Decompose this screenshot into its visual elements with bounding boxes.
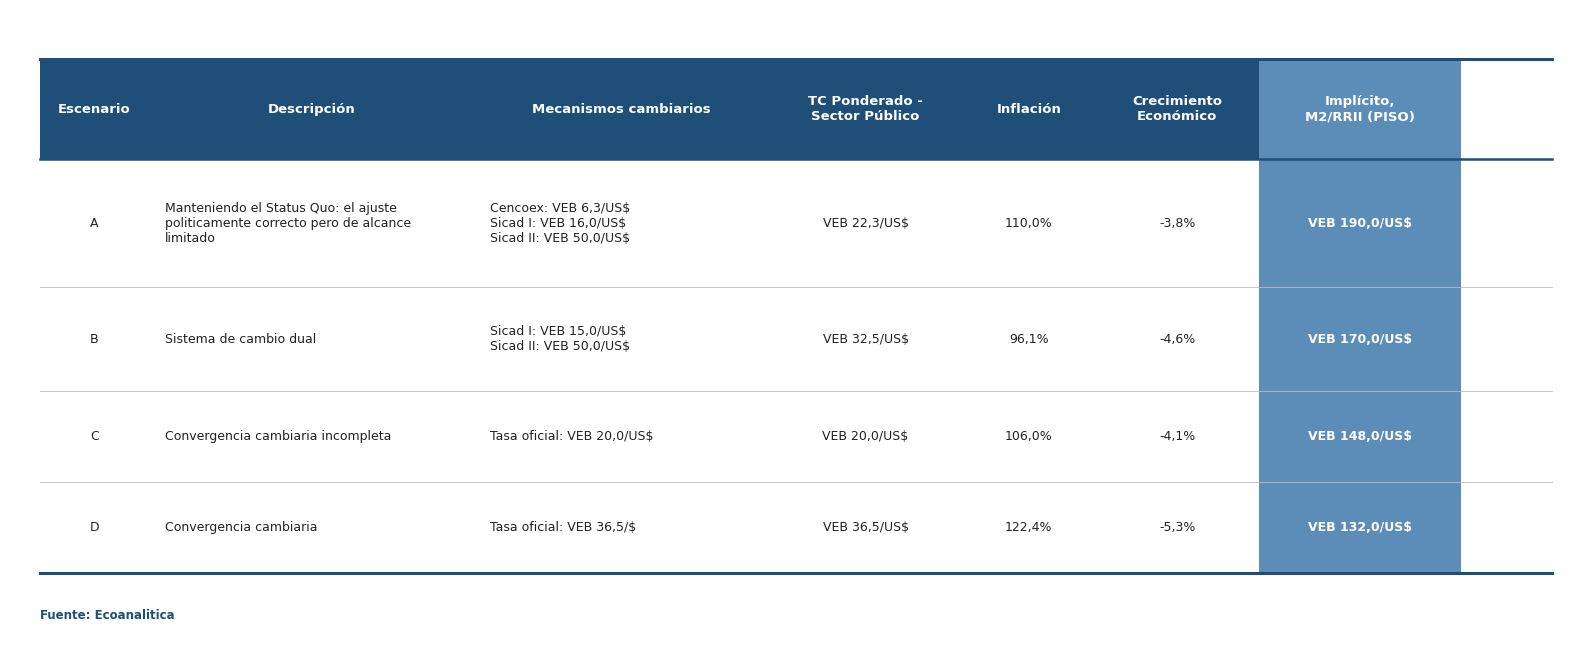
Text: Inflación: Inflación: [997, 103, 1062, 115]
Text: VEB 32,5/US$: VEB 32,5/US$: [823, 333, 909, 346]
FancyBboxPatch shape: [1095, 59, 1259, 159]
FancyBboxPatch shape: [1259, 159, 1461, 287]
Text: -4,1%: -4,1%: [1159, 430, 1196, 443]
Text: Fuente: Ecoanalitica: Fuente: Ecoanalitica: [40, 609, 175, 622]
Text: -5,3%: -5,3%: [1159, 521, 1196, 534]
Text: Implícito,
M2/RRII (PISO): Implícito, M2/RRII (PISO): [1305, 95, 1415, 123]
FancyBboxPatch shape: [962, 482, 1095, 573]
FancyBboxPatch shape: [148, 391, 474, 482]
FancyBboxPatch shape: [769, 391, 962, 482]
Text: Mecanismos cambiarios: Mecanismos cambiarios: [532, 103, 710, 115]
FancyBboxPatch shape: [769, 287, 962, 391]
FancyBboxPatch shape: [40, 287, 148, 391]
Text: 106,0%: 106,0%: [1005, 430, 1052, 443]
FancyBboxPatch shape: [148, 159, 474, 287]
Text: VEB 190,0/US$: VEB 190,0/US$: [1309, 217, 1412, 230]
Text: VEB 20,0/US$: VEB 20,0/US$: [823, 430, 909, 443]
FancyBboxPatch shape: [769, 159, 962, 287]
FancyBboxPatch shape: [474, 59, 769, 159]
Text: VEB 170,0/US$: VEB 170,0/US$: [1309, 333, 1412, 346]
FancyBboxPatch shape: [148, 287, 474, 391]
FancyBboxPatch shape: [1259, 391, 1461, 482]
FancyBboxPatch shape: [40, 391, 148, 482]
Text: Tasa oficial: VEB 36,5/$: Tasa oficial: VEB 36,5/$: [490, 521, 637, 534]
FancyBboxPatch shape: [1095, 482, 1259, 573]
FancyBboxPatch shape: [962, 391, 1095, 482]
FancyBboxPatch shape: [962, 159, 1095, 287]
FancyBboxPatch shape: [40, 159, 148, 287]
Text: VEB 36,5/US$: VEB 36,5/US$: [823, 521, 909, 534]
FancyBboxPatch shape: [962, 287, 1095, 391]
Text: 110,0%: 110,0%: [1005, 217, 1052, 230]
Text: B: B: [89, 333, 99, 346]
FancyBboxPatch shape: [1259, 287, 1461, 391]
FancyBboxPatch shape: [769, 482, 962, 573]
FancyBboxPatch shape: [1095, 287, 1259, 391]
Text: TC Ponderado -
Sector Público: TC Ponderado - Sector Público: [809, 95, 923, 123]
FancyBboxPatch shape: [148, 482, 474, 573]
Text: Convergencia cambiaria incompleta: Convergencia cambiaria incompleta: [164, 430, 392, 443]
Text: Descripción: Descripción: [267, 103, 355, 115]
FancyBboxPatch shape: [1095, 391, 1259, 482]
Text: Convergencia cambiaria: Convergencia cambiaria: [164, 521, 317, 534]
FancyBboxPatch shape: [474, 287, 769, 391]
Text: D: D: [89, 521, 99, 534]
Text: Sicad I: VEB 15,0/US$
Sicad II: VEB 50,0/US$: Sicad I: VEB 15,0/US$ Sicad II: VEB 50,0…: [490, 326, 630, 353]
Text: Escenario: Escenario: [57, 103, 131, 115]
FancyBboxPatch shape: [40, 482, 148, 573]
Text: -4,6%: -4,6%: [1159, 333, 1196, 346]
FancyBboxPatch shape: [1095, 159, 1259, 287]
FancyBboxPatch shape: [474, 482, 769, 573]
Text: A: A: [91, 217, 99, 230]
FancyBboxPatch shape: [1259, 482, 1461, 573]
Text: Tasa oficial: VEB 20,0/US$: Tasa oficial: VEB 20,0/US$: [490, 430, 653, 443]
FancyBboxPatch shape: [474, 391, 769, 482]
Text: 122,4%: 122,4%: [1005, 521, 1052, 534]
FancyBboxPatch shape: [148, 59, 474, 159]
Text: -3,8%: -3,8%: [1159, 217, 1196, 230]
Text: 96,1%: 96,1%: [1009, 333, 1049, 346]
FancyBboxPatch shape: [474, 159, 769, 287]
FancyBboxPatch shape: [769, 59, 962, 159]
Text: VEB 148,0/US$: VEB 148,0/US$: [1309, 430, 1412, 443]
FancyBboxPatch shape: [40, 59, 148, 159]
Text: Crecimiento
Económico: Crecimiento Económico: [1132, 95, 1223, 123]
Text: C: C: [89, 430, 99, 443]
Text: Sistema de cambio dual: Sistema de cambio dual: [164, 333, 315, 346]
Text: VEB 132,0/US$: VEB 132,0/US$: [1309, 521, 1412, 534]
Text: Manteniendo el Status Quo: el ajuste
politicamente correcto pero de alcance
limi: Manteniendo el Status Quo: el ajuste pol…: [164, 202, 411, 245]
Text: VEB 22,3/US$: VEB 22,3/US$: [823, 217, 909, 230]
Text: Cencoex: VEB 6,3/US$
Sicad I: VEB 16,0/US$
Sicad II: VEB 50,0/US$: Cencoex: VEB 6,3/US$ Sicad I: VEB 16,0/U…: [490, 202, 630, 245]
FancyBboxPatch shape: [962, 59, 1095, 159]
FancyBboxPatch shape: [1259, 59, 1461, 159]
